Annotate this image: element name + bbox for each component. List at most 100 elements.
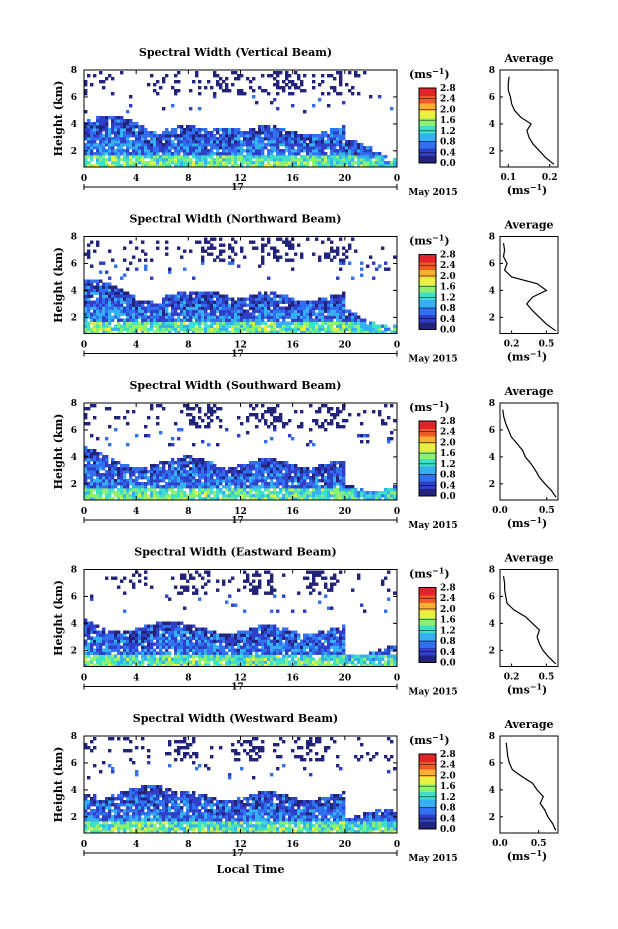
heatmap-cell	[144, 131, 148, 135]
heatmap-cell	[150, 645, 154, 649]
heatmap-cell	[285, 422, 289, 426]
heatmap-cell	[207, 443, 211, 447]
heatmap-cell	[150, 494, 154, 498]
heatmap-cell	[213, 300, 217, 304]
heatmap-cell	[132, 125, 136, 129]
heatmap-cell	[135, 327, 139, 331]
heatmap-cell	[114, 309, 118, 313]
heatmap-cell	[279, 330, 283, 334]
heatmap-cell	[279, 140, 283, 144]
heatmap-cell	[228, 134, 232, 138]
heatmap-cell	[333, 77, 337, 81]
heatmap-cell	[357, 330, 361, 334]
heatmap-cell	[309, 303, 313, 307]
heatmap-cell	[261, 255, 265, 259]
heatmap-cell	[375, 330, 379, 334]
heatmap-cell	[207, 161, 211, 165]
heatmap-cell	[237, 488, 241, 492]
heatmap-cell	[276, 497, 280, 501]
heatmap-cell	[297, 315, 301, 319]
heatmap-cell	[372, 660, 376, 664]
heatmap-cell	[117, 158, 121, 162]
heatmap-cell	[150, 149, 154, 153]
heatmap-cell	[207, 491, 211, 495]
heatmap-cell	[195, 303, 199, 307]
heatmap-cell	[213, 645, 217, 649]
heatmap-cell	[366, 164, 370, 168]
heatmap-cell	[294, 642, 298, 646]
heatmap-cell	[333, 303, 337, 307]
heatmap-cell	[174, 318, 178, 322]
heatmap-cell	[300, 485, 304, 489]
heatmap-cell	[114, 482, 118, 486]
heatmap-cell	[129, 104, 133, 108]
heatmap-cell	[327, 252, 331, 256]
heatmap-cell	[84, 318, 88, 322]
heatmap-cell	[255, 473, 259, 477]
heatmap-cell	[333, 327, 337, 331]
heatmap-cell	[162, 155, 166, 159]
heatmap-cell	[96, 125, 100, 129]
heatmap-cell	[303, 89, 307, 93]
heatmap-cell	[252, 149, 256, 153]
heatmap-cell	[153, 651, 157, 655]
heatmap-cell	[330, 419, 334, 423]
heatmap-cell	[90, 491, 94, 495]
heatmap-cell	[246, 134, 250, 138]
heatmap-cell	[354, 71, 358, 75]
heatmap-cell	[360, 434, 364, 438]
heatmap-cell	[321, 140, 325, 144]
heatmap-cell	[213, 648, 217, 652]
heatmap-cell	[345, 152, 349, 156]
heatmap-cell	[375, 155, 379, 159]
heatmap-cell	[93, 303, 97, 307]
heatmap-cell	[240, 309, 244, 313]
heatmap-cell	[309, 642, 313, 646]
heatmap-cell	[387, 651, 391, 655]
heatmap-cell	[174, 131, 178, 135]
heatmap-cell	[339, 258, 343, 262]
heatmap-cell	[207, 407, 211, 411]
heatmap-cell	[198, 461, 202, 465]
heatmap-cell	[267, 651, 271, 655]
heatmap-cell	[126, 119, 130, 123]
heatmap-cell	[216, 491, 220, 495]
heatmap-cell	[279, 137, 283, 141]
average-x-tick-label: 0.5	[539, 340, 555, 350]
heatmap-cell	[126, 110, 130, 114]
heatmap-cell	[108, 651, 112, 655]
heatmap-cell	[159, 488, 163, 492]
heatmap-cell	[369, 95, 373, 99]
heatmap-cell	[192, 461, 196, 465]
heatmap-cell	[87, 645, 91, 649]
heatmap-cell	[117, 155, 121, 159]
heatmap-cell	[270, 461, 274, 465]
heatmap-cell	[147, 140, 151, 144]
heatmap-cell	[255, 155, 259, 159]
heatmap-cell	[126, 140, 130, 144]
heatmap-cell	[336, 473, 340, 477]
heatmap-cell	[123, 137, 127, 141]
heatmap-cell	[141, 164, 145, 168]
heatmap-cell	[180, 485, 184, 489]
heatmap-cell	[105, 306, 109, 310]
heatmap-cell	[192, 146, 196, 150]
heatmap-cell	[249, 143, 253, 147]
heatmap-cell	[342, 321, 346, 325]
heatmap-cell	[93, 467, 97, 471]
heatmap-cell	[123, 642, 127, 646]
heatmap-cell	[138, 663, 142, 667]
heatmap-cell	[357, 92, 361, 96]
heatmap-cell	[189, 149, 193, 153]
heatmap-cell	[309, 470, 313, 474]
heatmap-cell	[393, 497, 397, 501]
heatmap-cell	[270, 158, 274, 162]
heatmap-cell	[195, 309, 199, 313]
heatmap-cell	[366, 158, 370, 162]
heatmap-cell	[288, 494, 292, 498]
heatmap-cell	[132, 306, 136, 310]
heatmap-cell	[204, 128, 208, 132]
heatmap-cell	[306, 161, 310, 165]
heatmap-cell	[180, 482, 184, 486]
heatmap-cell	[315, 663, 319, 667]
